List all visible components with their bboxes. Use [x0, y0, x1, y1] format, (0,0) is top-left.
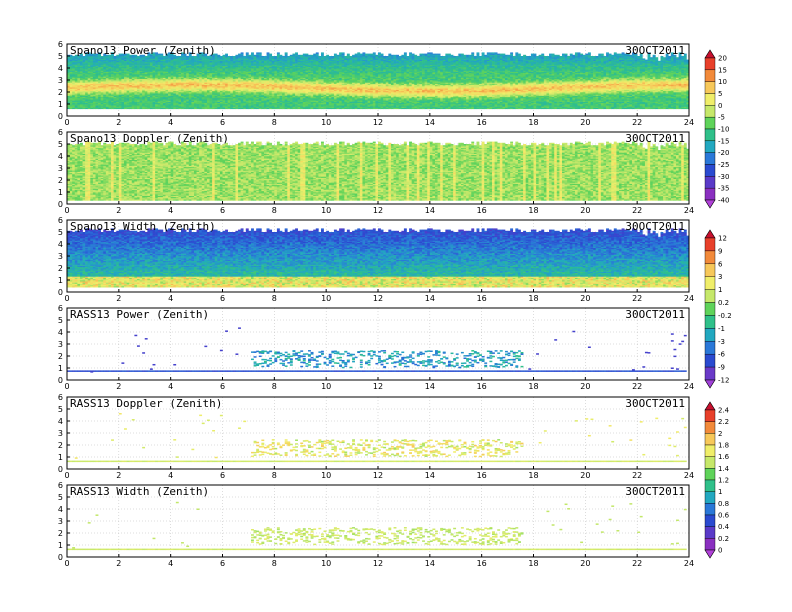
data-cell: [241, 52, 244, 54]
data-cell: [223, 55, 226, 57]
data-marks: [67, 52, 689, 109]
data-cell: [261, 56, 264, 58]
data-cell: [230, 56, 233, 58]
data-cell: [225, 54, 228, 56]
data-cell: [251, 52, 254, 54]
data-cell: [233, 56, 236, 58]
data-cell: [220, 56, 223, 58]
data-cell: [254, 55, 257, 57]
data-cell: [228, 56, 231, 58]
data-cell: [238, 54, 241, 56]
data-cell: [243, 56, 246, 58]
data-cell: [256, 52, 259, 54]
data-cell: [267, 52, 270, 54]
data-cell: [246, 52, 249, 54]
data-cell: [235, 55, 238, 57]
data-cell: [264, 56, 267, 58]
data-cell: [217, 55, 220, 57]
data-cell: [248, 55, 251, 57]
data-cell: [259, 52, 262, 54]
